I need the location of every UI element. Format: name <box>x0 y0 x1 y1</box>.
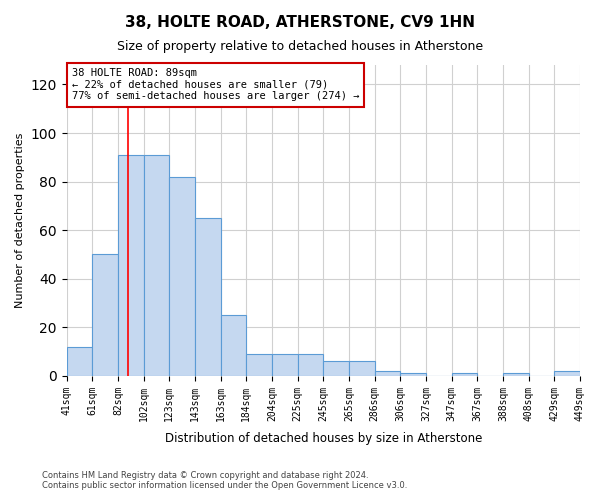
Bar <box>323 362 349 376</box>
Bar <box>452 374 478 376</box>
Text: Size of property relative to detached houses in Atherstone: Size of property relative to detached ho… <box>117 40 483 53</box>
Bar <box>554 371 580 376</box>
Text: Contains HM Land Registry data © Crown copyright and database right 2024.
Contai: Contains HM Land Registry data © Crown c… <box>42 470 407 490</box>
Bar <box>374 371 400 376</box>
Bar <box>349 362 374 376</box>
Bar <box>298 354 323 376</box>
Bar <box>67 347 92 376</box>
Y-axis label: Number of detached properties: Number of detached properties <box>15 133 25 308</box>
Bar <box>92 254 118 376</box>
Text: 38, HOLTE ROAD, ATHERSTONE, CV9 1HN: 38, HOLTE ROAD, ATHERSTONE, CV9 1HN <box>125 15 475 30</box>
Bar <box>400 374 426 376</box>
Text: 38 HOLTE ROAD: 89sqm
← 22% of detached houses are smaller (79)
77% of semi-detac: 38 HOLTE ROAD: 89sqm ← 22% of detached h… <box>72 68 359 102</box>
Bar <box>247 354 272 376</box>
Bar <box>118 155 143 376</box>
Bar <box>272 354 298 376</box>
X-axis label: Distribution of detached houses by size in Atherstone: Distribution of detached houses by size … <box>164 432 482 445</box>
Bar <box>169 176 195 376</box>
Bar <box>143 155 169 376</box>
Bar <box>503 374 529 376</box>
Bar <box>195 218 221 376</box>
Bar <box>221 315 247 376</box>
